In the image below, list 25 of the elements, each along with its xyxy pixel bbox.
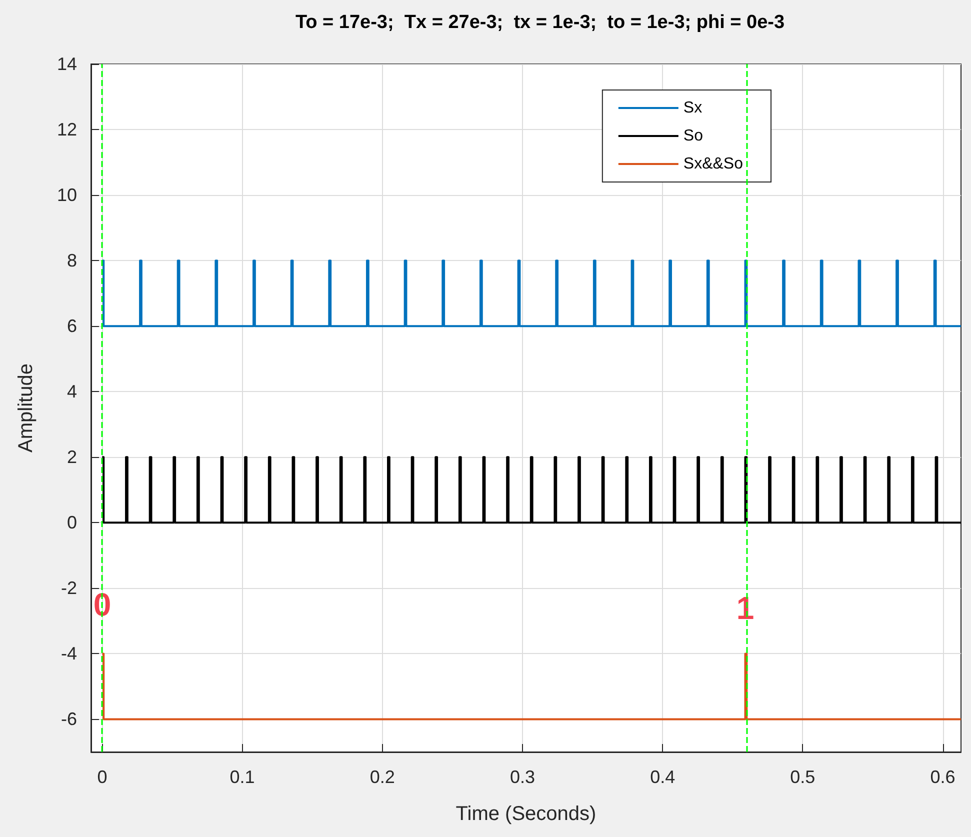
y-tick-label: 2: [66, 447, 77, 468]
x-tick-label: 0: [97, 767, 108, 787]
y-tick-label: 12: [56, 120, 77, 140]
y-tick-label: 6: [66, 316, 77, 336]
x-tick-label: 0.5: [790, 767, 816, 787]
x-tick-label: 0.3: [510, 767, 536, 787]
y-tick-label: 4: [66, 382, 77, 402]
legend-label: Sx&&So: [683, 156, 744, 172]
legend-label: So: [683, 128, 704, 144]
x-tick-label: 0.6: [930, 767, 956, 787]
y-tick-label: -2: [60, 578, 77, 598]
y-axis-title: Amplitude: [15, 364, 37, 452]
legend-label: Sx: [683, 100, 702, 116]
y-tick-label: 0: [66, 512, 77, 533]
chart-title: To = 17e-3; Tx = 27e-3; tx = 1e-3; to = 1e-3; phi = 0e-3: [295, 12, 785, 33]
x-tick-label: 0.2: [370, 767, 395, 787]
y-tick-label: 8: [66, 250, 77, 271]
y-tick-label: -4: [60, 644, 77, 664]
x-axis-title: Time (Seconds): [456, 803, 596, 825]
y-tick-label: -6: [60, 709, 77, 730]
x-tick-label: 0.4: [650, 767, 676, 787]
annotation: 0: [93, 586, 112, 623]
y-tick-label: 14: [56, 54, 77, 74]
x-tick-label: 0.1: [230, 767, 255, 787]
y-tick-label: 10: [56, 185, 77, 206]
